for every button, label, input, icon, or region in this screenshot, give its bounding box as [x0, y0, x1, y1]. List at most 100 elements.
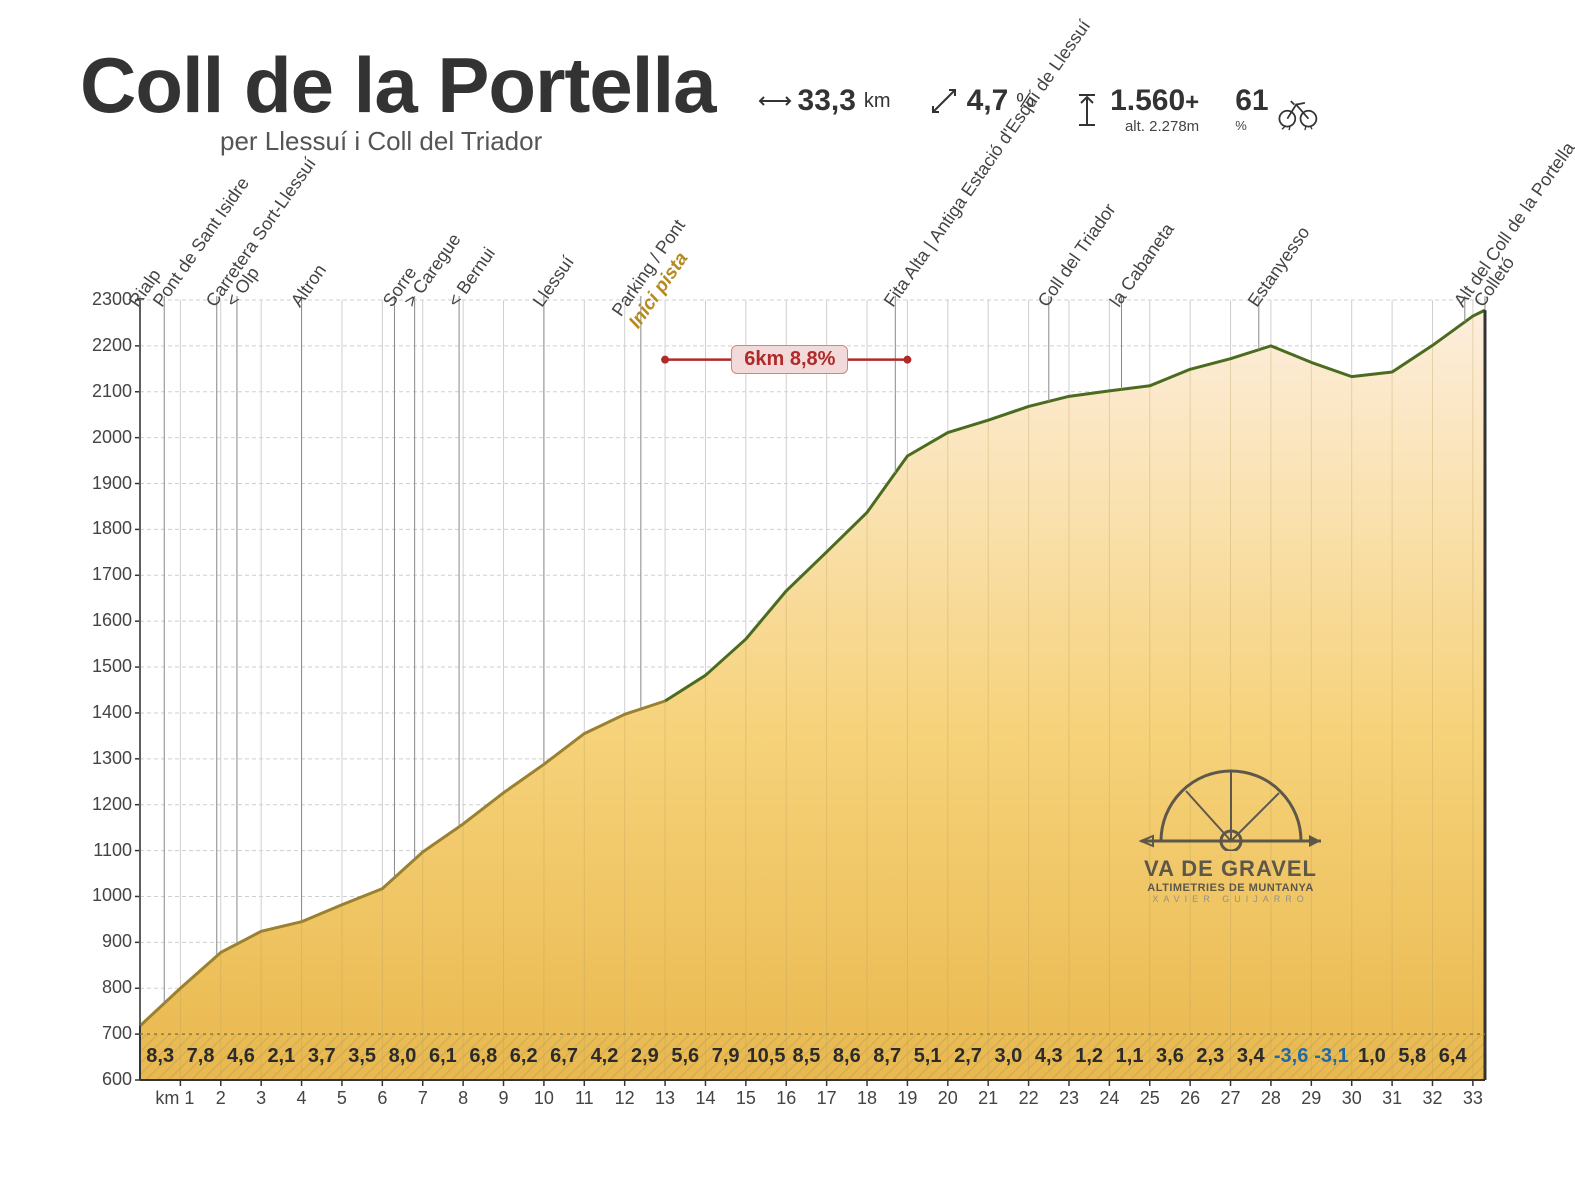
- gradient-label: 8,6: [827, 1045, 867, 1068]
- segment-badge: 6km 8,8%: [731, 345, 848, 374]
- x-tick-label: 30: [1340, 1088, 1364, 1109]
- x-tick-label: 12: [613, 1088, 637, 1109]
- x-tick-label: 11: [572, 1088, 596, 1109]
- x-tick-label: 23: [1057, 1088, 1081, 1109]
- x-tick-label: 32: [1420, 1088, 1444, 1109]
- elevation-profile-chart: 6007008009001000110012001300140015001600…: [80, 240, 1495, 1140]
- gradient-label: 5,8: [1392, 1045, 1432, 1068]
- stat-distance: 33,3 km: [758, 84, 891, 118]
- title-block: Coll de la Portella per Llessuí i Coll d…: [80, 50, 716, 157]
- x-tick-label: 17: [815, 1088, 839, 1109]
- grade-icon: [927, 84, 961, 118]
- x-tick-label: 6: [370, 1088, 394, 1109]
- x-tick-label: 26: [1178, 1088, 1202, 1109]
- elevation-icon: [1070, 93, 1104, 127]
- x-tick-label: 33: [1461, 1088, 1485, 1109]
- y-tick-label: 2100: [82, 381, 132, 402]
- gradient-label: -3,1: [1311, 1045, 1351, 1068]
- x-tick-label: 28: [1259, 1088, 1283, 1109]
- stat-gravel: 61 %: [1235, 84, 1318, 133]
- page-title: Coll de la Portella: [80, 50, 716, 120]
- x-tick-label: km 1: [140, 1088, 194, 1109]
- profile-svg: [80, 240, 1495, 1140]
- brand-line3: XAVIER GUIJARRO: [1111, 894, 1351, 904]
- x-tick-label: 4: [290, 1088, 314, 1109]
- x-tick-label: 5: [330, 1088, 354, 1109]
- brand-watermark: VA DE GRAVEL ALTIMETRIES DE MUNTANYA XAV…: [1111, 741, 1351, 904]
- gradient-label: 3,0: [988, 1045, 1028, 1068]
- gradient-label: 4,6: [221, 1045, 261, 1068]
- y-tick-label: 1200: [82, 794, 132, 815]
- distance-icon: [758, 84, 792, 118]
- x-tick-label: 10: [532, 1088, 556, 1109]
- brand-gauge-icon: [1131, 741, 1331, 851]
- distance-unit: km: [864, 90, 891, 113]
- y-tick-label: 1600: [82, 610, 132, 631]
- elev-value: 1.560: [1110, 84, 1185, 117]
- x-tick-label: 18: [855, 1088, 879, 1109]
- brand-line1: VA DE GRAVEL: [1111, 856, 1351, 882]
- x-tick-label: 25: [1138, 1088, 1162, 1109]
- y-tick-label: 1700: [82, 564, 132, 585]
- gradient-label: 3,6: [1150, 1045, 1190, 1068]
- y-tick-label: 2300: [82, 289, 132, 310]
- gradient-label: 6,7: [544, 1045, 584, 1068]
- gravel-bike-icon: [1275, 87, 1319, 131]
- y-tick-label: 2200: [82, 335, 132, 356]
- gradient-label: 3,7: [302, 1045, 342, 1068]
- y-tick-label: 2000: [82, 427, 132, 448]
- x-tick-label: 29: [1299, 1088, 1323, 1109]
- x-tick-label: 16: [774, 1088, 798, 1109]
- gradient-label: 5,1: [907, 1045, 947, 1068]
- gradient-label: 5,6: [665, 1045, 705, 1068]
- x-tick-label: 8: [451, 1088, 475, 1109]
- brand-line2: ALTIMETRIES DE MUNTANYA: [1111, 882, 1351, 894]
- gradient-label: 7,8: [180, 1045, 220, 1068]
- y-tick-label: 700: [82, 1023, 132, 1044]
- x-tick-label: 15: [734, 1088, 758, 1109]
- gravel-unit: %: [1235, 118, 1247, 133]
- gradient-label: 3,5: [342, 1045, 382, 1068]
- gradient-label: 2,3: [1190, 1045, 1230, 1068]
- y-tick-label: 1000: [82, 885, 132, 906]
- gradient-label: 4,2: [584, 1045, 624, 1068]
- gradient-label: 7,9: [705, 1045, 745, 1068]
- waypoint-text: Alt del Coll de la Portella: [1450, 138, 1575, 310]
- gradient-label: 10,5: [746, 1045, 786, 1068]
- gradient-label: 4,3: [1029, 1045, 1069, 1068]
- x-tick-label: 19: [895, 1088, 919, 1109]
- grade-value: 4,7: [967, 84, 1009, 118]
- x-tick-label: 2: [209, 1088, 233, 1109]
- x-tick-label: 7: [411, 1088, 435, 1109]
- gradient-label: 8,7: [867, 1045, 907, 1068]
- gravel-value: 61: [1235, 84, 1268, 118]
- gradient-label: 2,1: [261, 1045, 301, 1068]
- y-tick-label: 1100: [82, 840, 132, 861]
- x-tick-label: 22: [1017, 1088, 1041, 1109]
- gradient-label: 1,2: [1069, 1045, 1109, 1068]
- x-tick-label: 13: [653, 1088, 677, 1109]
- y-tick-label: 1400: [82, 702, 132, 723]
- gradient-label: 8,0: [382, 1045, 422, 1068]
- y-tick-label: 900: [82, 931, 132, 952]
- x-tick-label: 14: [693, 1088, 717, 1109]
- x-tick-label: 3: [249, 1088, 273, 1109]
- y-tick-label: 1900: [82, 473, 132, 494]
- y-tick-label: 1300: [82, 748, 132, 769]
- elev-sub: alt. 2.278m: [1125, 118, 1199, 135]
- y-tick-label: 600: [82, 1069, 132, 1090]
- distance-value: 33,3: [798, 84, 856, 118]
- stat-elevation: 1.560+ alt. 2.278m: [1070, 84, 1199, 135]
- x-tick-label: 24: [1097, 1088, 1121, 1109]
- x-tick-label: 31: [1380, 1088, 1404, 1109]
- gradient-label: -3,6: [1271, 1045, 1311, 1068]
- x-tick-label: 21: [976, 1088, 1000, 1109]
- elev-suffix: +: [1185, 89, 1199, 116]
- gradient-label: 1,0: [1352, 1045, 1392, 1068]
- page-subtitle: per Llessuí i Coll del Triador: [220, 126, 716, 157]
- gradient-label: 2,9: [625, 1045, 665, 1068]
- x-tick-label: 9: [492, 1088, 516, 1109]
- x-tick-label: 20: [936, 1088, 960, 1109]
- gradient-label: 6,8: [463, 1045, 503, 1068]
- y-tick-label: 1500: [82, 656, 132, 677]
